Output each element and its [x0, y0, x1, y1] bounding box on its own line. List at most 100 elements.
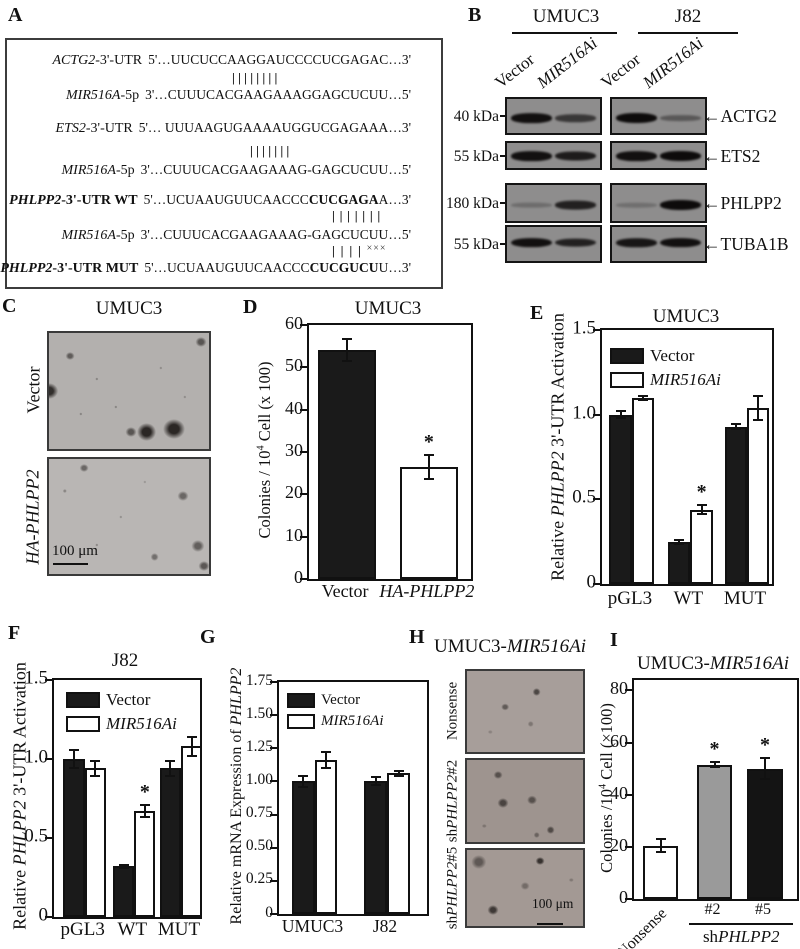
- error-bar-cap: [165, 759, 176, 762]
- significance-asterisk: *: [423, 430, 434, 453]
- protein-band: [555, 200, 597, 210]
- colony-spot: [49, 383, 58, 399]
- panel-letter-f: F: [8, 622, 21, 644]
- y-tick-label: 0.5: [24, 825, 48, 847]
- y-tick-label: 1.25: [245, 737, 273, 755]
- x-category-label: MUT: [724, 588, 766, 610]
- panel-letter-a: A: [8, 4, 23, 26]
- colony-spot: [527, 721, 535, 728]
- error-bar-cap: [709, 761, 720, 764]
- error-bar-line: [324, 752, 327, 769]
- y-tick-mark: [270, 846, 277, 849]
- error-bar-cap: [760, 778, 771, 781]
- plot-area: Vector MIR516Ai: [270, 680, 429, 916]
- error-bar-cap: [753, 395, 764, 398]
- y-tick-label: 0.5: [572, 486, 596, 508]
- error-bar-cap: [674, 538, 685, 541]
- y-tick-mark: [270, 913, 277, 915]
- text-segment: Nonsense: [614, 905, 671, 949]
- panel-g: G Relative mRNA Expression of PHLPP2 0 0.…: [198, 620, 430, 949]
- seq-part: UUUAAGUGAAAAUGGUCGAGAAA: [164, 120, 389, 135]
- y-axis-ticks: 0 0.5 1.0 1.5: [6, 669, 48, 925]
- error-bar-line: [678, 539, 681, 544]
- sequence-label: PHLPP2-3'-UTR WT: [9, 193, 137, 208]
- legend-entry: Vector: [66, 690, 177, 710]
- text-segment: #2: [444, 759, 461, 775]
- error-bar-cap: [423, 477, 434, 480]
- sequence-label: MIR516A-5p: [62, 228, 135, 243]
- data-bar: [317, 350, 377, 579]
- data-bar: [696, 764, 733, 899]
- text-segment: UMUC3: [652, 306, 720, 327]
- protein-label: ←ACTG2: [703, 106, 777, 127]
- legend-swatch: [287, 693, 315, 708]
- y-tick-mark: [625, 741, 632, 744]
- x-axis-labels: Nonsense #2 #5 shPHLPP2: [615, 901, 795, 949]
- y-tick-label: 10: [285, 524, 303, 545]
- text-segment: HA-PHLPP2: [379, 581, 475, 601]
- colony-spot: [136, 422, 157, 441]
- scale-bar-label: 100 μm: [532, 896, 574, 911]
- data-bar: [314, 760, 338, 914]
- colony-spot: [195, 337, 207, 348]
- protein-label: ←PHLPP2: [703, 193, 782, 214]
- y-axis-ticks: 0 20 40 60 80: [597, 678, 628, 906]
- y-tick-mark: [625, 898, 632, 900]
- y-axis-ticks: 0 0.5 1.0 1.5: [554, 319, 596, 592]
- y-tick-label: 60: [610, 730, 628, 751]
- error-bar-line: [757, 396, 760, 420]
- y-tick-label: 30: [285, 440, 303, 460]
- y-tick-label: 1.0: [24, 746, 48, 768]
- left-arrow-icon: ←: [703, 146, 721, 166]
- significance-asterisk: *: [139, 780, 150, 803]
- text-segment: UMUC3: [281, 916, 344, 936]
- panel-c: C UMUC3 Vector HA-PHLPP2 100 μm: [0, 293, 240, 595]
- protein-band: [510, 237, 552, 248]
- seq-start: 5'…: [138, 120, 165, 135]
- legend-label: Vector: [650, 346, 694, 366]
- error-bar-cap: [90, 775, 101, 778]
- text-segment: Vector: [106, 690, 151, 709]
- colony-spot: [150, 552, 159, 561]
- error-bar-cap: [139, 803, 150, 806]
- text-segment: MIR516Ai: [650, 370, 721, 389]
- seq-part: UCUAAUGUUCAACCC: [166, 192, 309, 207]
- error-bar-line: [73, 749, 76, 769]
- y-tick-mark: [45, 758, 52, 761]
- error-bar-cap: [730, 422, 741, 425]
- text-segment: sh: [702, 927, 719, 946]
- protein-band: [615, 237, 657, 248]
- protein-band: [555, 238, 597, 248]
- sequence-label: MIR516A-5p: [62, 163, 135, 178]
- y-tick-mark: [270, 879, 277, 882]
- panel-letter-d: D: [243, 296, 258, 318]
- seq-part: CUUUCACGAAGAAAG-GAGCUCUU: [163, 162, 389, 177]
- error-bar-line: [94, 760, 97, 777]
- error-bar-cap: [298, 785, 309, 788]
- lane-label: Vector: [491, 49, 538, 92]
- error-bar-line: [642, 395, 645, 400]
- error-bar-cap: [760, 757, 771, 760]
- scale-bar-line: [537, 923, 563, 925]
- plot-area: *: [300, 323, 473, 581]
- legend-entry: MIR516Ai: [66, 714, 177, 734]
- protein-band: [660, 115, 702, 121]
- seq-start: 3'…: [140, 227, 164, 242]
- error-bar-line: [374, 777, 377, 786]
- y-tick-mark: [270, 780, 277, 783]
- x-axis-labels: UMUC3 J82: [277, 916, 425, 949]
- seq-start: 5'…: [144, 260, 168, 275]
- data-bar: [747, 407, 770, 584]
- y-tick-label: 0: [38, 904, 49, 926]
- sequence-row: ETS2-3'-UTR 5'… UUUAAGUGAAAAUGGUCGAGAAA…3…: [56, 120, 411, 136]
- gene-name: MIR516A: [61, 228, 116, 243]
- y-tick-label: 0: [586, 571, 597, 593]
- y-tick-label: 80: [610, 678, 628, 699]
- microscopy-image-shphlpp2-2: [465, 758, 585, 844]
- error-bar-cap: [615, 410, 626, 413]
- y-tick-label: 20: [285, 482, 303, 503]
- microscopy-image-nonsense: [465, 669, 585, 754]
- text-segment: Vector: [491, 49, 538, 92]
- lane-label: Vector: [597, 50, 644, 92]
- pairing-pipes: |||||||: [332, 208, 385, 223]
